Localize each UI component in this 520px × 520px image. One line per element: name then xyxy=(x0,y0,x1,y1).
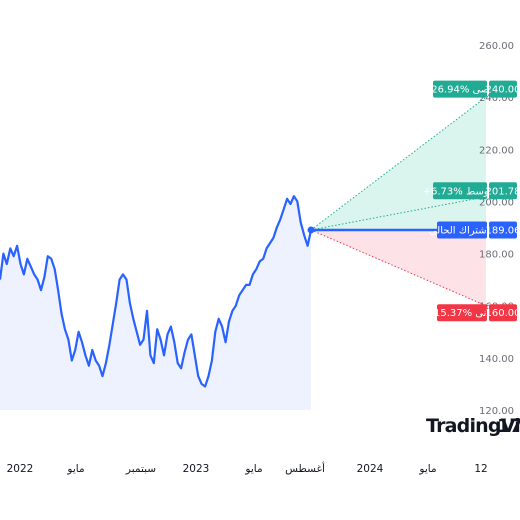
forecast-tag-average-value: 201.78 xyxy=(486,186,520,197)
x-tick-label: أغسطس xyxy=(285,461,325,475)
current-price-point[interactable] xyxy=(307,226,315,234)
x-tick-label: 12 xyxy=(474,463,487,475)
x-tick-label: مايو xyxy=(66,463,84,475)
forecast-tag-low-label-box xyxy=(437,304,487,322)
y-tick-label: 120.00 xyxy=(479,406,514,417)
price-line[interactable] xyxy=(0,195,313,388)
x-tick-label: مايو xyxy=(244,463,262,475)
x-tick-label: مايو xyxy=(418,463,436,475)
x-tick-label: 2022 xyxy=(7,463,34,475)
forecast-tag-high-value-box xyxy=(489,80,517,98)
forecast-tag-low-label: -15.37% أدنى xyxy=(430,306,493,319)
forecast-tag-current-value: 189.06 xyxy=(486,225,520,236)
forecast-tag-high-label: +26.94% أقصى xyxy=(423,83,497,96)
forecast-high-line xyxy=(310,96,487,231)
y-tick-label: 220.00 xyxy=(479,145,514,156)
y-tick-label: 180.00 xyxy=(479,250,514,261)
forecast-tag-current-value-box xyxy=(489,221,517,239)
forecast-tag-average-value-box xyxy=(489,182,517,200)
history-area-fill xyxy=(0,196,311,410)
forecast-tag-current-label: الاشتراك الحالي xyxy=(429,225,495,236)
forecast-tag-low-value: 160.00 xyxy=(486,308,520,319)
forecast-low-line xyxy=(310,229,487,307)
y-tick-label: 260.00 xyxy=(479,41,514,52)
x-tick-label: 2024 xyxy=(357,463,384,475)
tradingview-logo: TradingView 17 xyxy=(426,415,520,437)
x-tick-label: سبتمبر xyxy=(125,463,156,475)
y-tick-label: 200.00 xyxy=(479,197,514,208)
forecast-tag-current-label-box xyxy=(437,221,487,239)
forecast-average-line xyxy=(310,196,487,231)
forecast-tag-low-value-box xyxy=(489,304,517,322)
x-tick-label: 2023 xyxy=(183,463,210,475)
x-axis: 2022 مايو سبتمبر 2023 مايو أغسطس 2024 مايو 12 xyxy=(7,461,488,475)
forecast-tag-average-label: +6.73% متوسط xyxy=(423,186,498,197)
brand-name: TradingView xyxy=(426,415,520,437)
brand-mark-icon: 17 xyxy=(497,415,520,437)
y-tick-label: 240.00 xyxy=(479,93,514,104)
forecast-tag-high-value: 240.00 xyxy=(486,85,520,96)
y-tick-label: 140.00 xyxy=(479,354,514,365)
forecast-tag-high-label-box xyxy=(433,80,487,98)
downside-zone xyxy=(311,229,486,306)
forecast-tag-average-label-box xyxy=(433,182,487,200)
